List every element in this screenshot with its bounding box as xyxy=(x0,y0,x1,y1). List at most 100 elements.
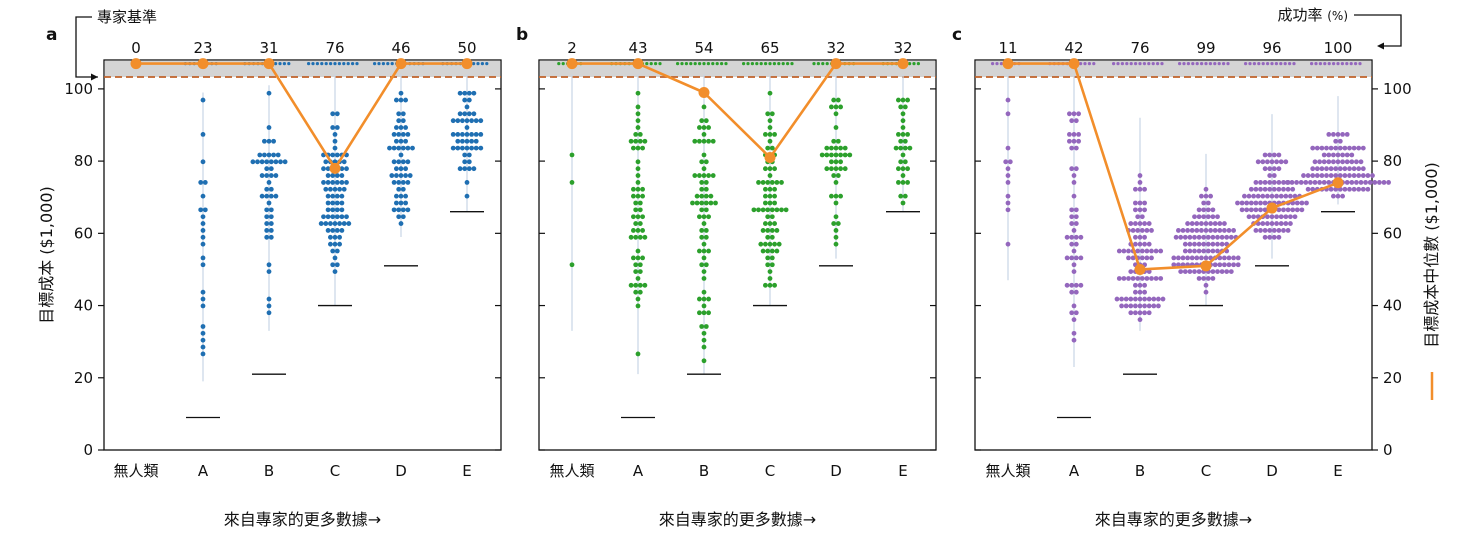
data-point xyxy=(900,125,906,130)
data-point xyxy=(1196,241,1202,247)
data-point xyxy=(628,234,634,240)
panel-c: c 0 20 40 60 80 100 目標成本中位數 ($1,000) 無人類 11 A 42 B 76… xyxy=(952,25,1441,529)
data-point xyxy=(767,241,773,247)
data-point xyxy=(1271,234,1277,240)
data-point xyxy=(400,186,406,192)
data-point xyxy=(637,131,643,137)
data-point xyxy=(1265,159,1270,165)
data-point xyxy=(1201,200,1207,206)
data-point xyxy=(1158,248,1164,254)
panel-a: a 0 20 40 60 80 100 目標成本 ($1,000) 無人類 0 A 23 B 31 C 76 D… xyxy=(37,25,502,529)
baseline-point xyxy=(742,62,746,66)
data-point xyxy=(1246,214,1252,220)
data-point xyxy=(1182,269,1188,275)
data-point xyxy=(464,180,470,185)
data-point xyxy=(1321,180,1327,185)
success-rate-value: 99 xyxy=(1196,39,1215,57)
data-point xyxy=(1262,200,1268,206)
data-point xyxy=(701,289,707,295)
data-point xyxy=(400,111,406,117)
data-point xyxy=(896,180,901,185)
data-point xyxy=(635,214,641,220)
x-tick-label: 無人類 xyxy=(549,462,594,480)
data-point xyxy=(1064,282,1070,288)
data-point xyxy=(767,166,773,172)
data-point xyxy=(1265,193,1270,199)
data-point xyxy=(1126,255,1131,261)
data-point xyxy=(400,159,406,165)
data-point xyxy=(1069,310,1075,316)
data-point xyxy=(473,118,479,124)
data-point xyxy=(273,193,279,199)
data-point xyxy=(900,152,906,158)
median-point xyxy=(197,58,209,70)
data-point xyxy=(633,269,639,275)
data-point xyxy=(1130,228,1136,233)
data-point xyxy=(334,248,340,254)
data-point xyxy=(1301,173,1306,178)
data-point xyxy=(396,159,402,165)
data-point xyxy=(262,152,267,158)
baseline-point xyxy=(1079,62,1083,66)
data-point xyxy=(1351,173,1357,178)
data-point xyxy=(633,282,639,288)
data-point xyxy=(330,180,336,185)
data-point xyxy=(765,111,771,117)
data-point xyxy=(1146,221,1152,226)
data-point xyxy=(394,97,399,103)
baseline-point xyxy=(320,62,324,66)
data-point xyxy=(1071,228,1077,233)
y-tick-label-right: 60 xyxy=(1383,224,1402,242)
data-point xyxy=(266,200,272,206)
data-point xyxy=(635,296,641,302)
data-point xyxy=(774,228,780,233)
x-axis-title: 來自專家的更多數據→ xyxy=(224,510,381,529)
data-point xyxy=(268,234,274,240)
median-point xyxy=(1002,58,1014,70)
x-tick-label: C xyxy=(330,462,340,480)
data-point xyxy=(332,269,338,275)
data-point xyxy=(1258,200,1263,206)
data-point xyxy=(1340,159,1345,165)
data-point xyxy=(398,221,404,226)
data-point xyxy=(1372,180,1378,185)
y-tick-label: 40 xyxy=(74,297,93,315)
success-rate-value: 54 xyxy=(694,39,713,57)
data-point xyxy=(763,200,768,206)
data-point xyxy=(471,166,477,172)
data-point xyxy=(339,200,345,206)
data-point xyxy=(760,207,766,213)
data-point xyxy=(907,145,913,151)
data-point xyxy=(398,166,404,172)
data-point xyxy=(1267,234,1273,240)
data-point xyxy=(396,145,402,151)
data-point xyxy=(1335,193,1341,199)
data-point xyxy=(898,193,904,199)
data-point xyxy=(1276,180,1282,185)
data-point xyxy=(1196,207,1202,213)
data-point xyxy=(1176,228,1181,233)
data-point xyxy=(774,180,780,185)
data-point xyxy=(1144,228,1150,233)
data-point xyxy=(268,214,274,220)
data-point xyxy=(1192,241,1197,247)
data-point xyxy=(1137,282,1143,288)
data-point xyxy=(765,145,771,151)
data-point xyxy=(271,152,276,158)
data-point xyxy=(1156,296,1161,302)
data-point xyxy=(387,145,392,151)
data-point xyxy=(1205,276,1211,281)
data-point xyxy=(1142,207,1147,213)
data-point xyxy=(694,193,700,199)
data-point xyxy=(833,125,839,130)
data-point xyxy=(640,228,645,233)
baseline-point xyxy=(786,62,790,66)
data-point xyxy=(838,193,843,199)
data-point xyxy=(1156,303,1161,309)
data-point xyxy=(772,200,777,206)
baseline-point xyxy=(1327,62,1331,66)
data-point xyxy=(330,125,336,130)
data-point xyxy=(1262,166,1268,172)
data-point xyxy=(637,234,643,240)
data-point xyxy=(692,173,698,178)
